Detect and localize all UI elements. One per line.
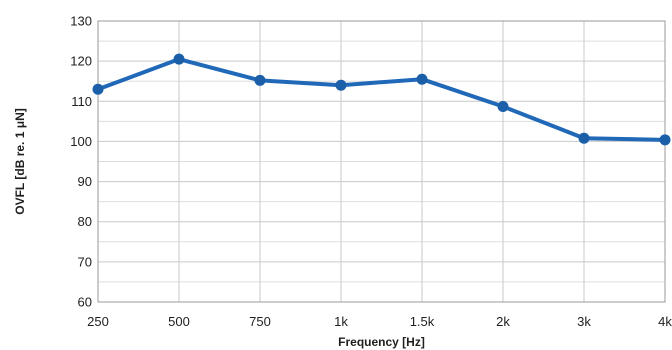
data-point — [173, 53, 185, 65]
x-tick-label: 1k — [334, 314, 348, 329]
y-axis-title: OVFL [dB re. 1 μN] — [13, 108, 27, 214]
x-axis-ticks: 250 500 750 1k 1.5k 2k 3k 4k — [87, 314, 672, 329]
y-tick-label: 90 — [78, 174, 92, 189]
y-tick-label: 70 — [78, 254, 92, 269]
x-axis-title: Frequency [Hz] — [338, 335, 425, 349]
plot-area-frame — [97, 20, 666, 303]
data-point — [335, 79, 347, 91]
series-layer — [92, 53, 671, 146]
data-point — [254, 74, 266, 86]
grid — [97, 20, 666, 303]
y-tick-label: 100 — [70, 134, 92, 149]
data-point — [578, 132, 590, 144]
y-axis-ticks: 60 70 80 90 100 110 120 130 — [70, 14, 92, 310]
x-tick-label: 500 — [168, 314, 190, 329]
data-point — [92, 83, 104, 95]
data-point — [659, 134, 671, 146]
x-tick-label: 250 — [87, 314, 109, 329]
y-tick-label: 80 — [78, 214, 92, 229]
y-tick-label: 130 — [70, 14, 92, 29]
y-tick-label: 120 — [70, 54, 92, 69]
data-point — [416, 73, 428, 85]
y-tick-label: 60 — [78, 295, 92, 310]
x-tick-label: 3k — [577, 314, 591, 329]
x-tick-label: 2k — [496, 314, 510, 329]
x-tick-label: 1.5k — [410, 314, 435, 329]
x-tick-label: 750 — [249, 314, 271, 329]
x-tick-label: 4k — [658, 314, 672, 329]
data-point — [497, 101, 509, 113]
y-tick-label: 110 — [71, 94, 92, 109]
series-line — [96, 57, 667, 142]
